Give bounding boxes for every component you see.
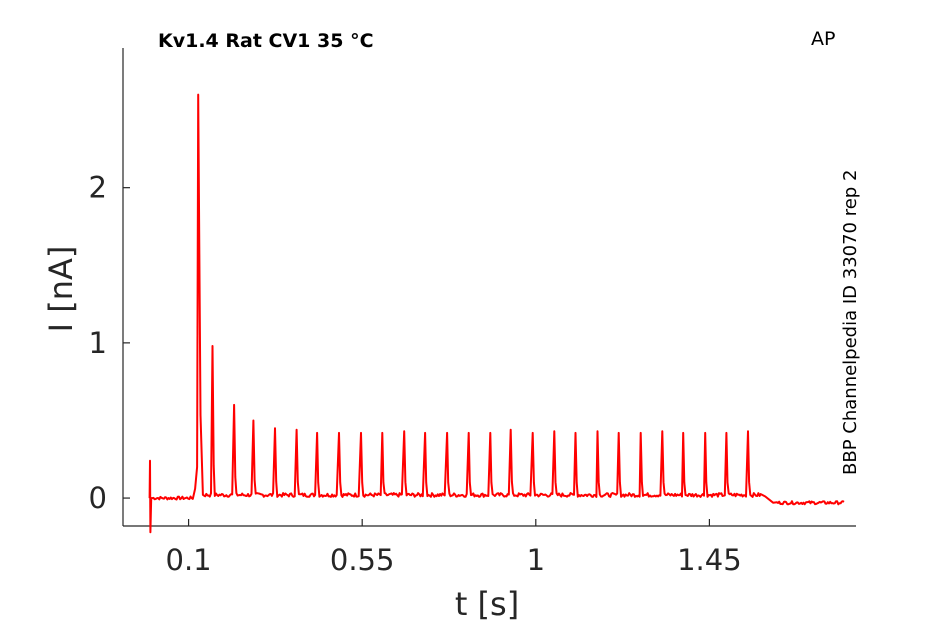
current-trace xyxy=(148,93,845,534)
y-tick-label: 0 xyxy=(89,481,107,515)
y-ticks: 0 1 2 xyxy=(89,171,130,515)
x-tick-label: 1.45 xyxy=(677,543,742,577)
y-tick-label: 1 xyxy=(89,326,107,360)
x-ticks: 0.1 0.55 1 1.45 xyxy=(166,519,742,577)
axes: 0.1 0.55 1 1.45 0 1 2 xyxy=(89,48,856,577)
protocol-label: AP xyxy=(811,28,835,50)
chart-title: Kv1.4 Rat CV1 35 °C xyxy=(158,30,374,52)
source-label: BBP Channelpedia ID 33070 rep 2 xyxy=(840,170,861,475)
x-tick-label: 0.55 xyxy=(330,543,395,577)
plot-area xyxy=(148,93,845,534)
y-tick-label: 2 xyxy=(89,171,107,205)
y-axis-label: I [nA] xyxy=(42,246,80,333)
x-axis-label: t [s] xyxy=(455,585,519,623)
x-tick-label: 1 xyxy=(527,543,545,577)
x-tick-label: 0.1 xyxy=(166,543,212,577)
